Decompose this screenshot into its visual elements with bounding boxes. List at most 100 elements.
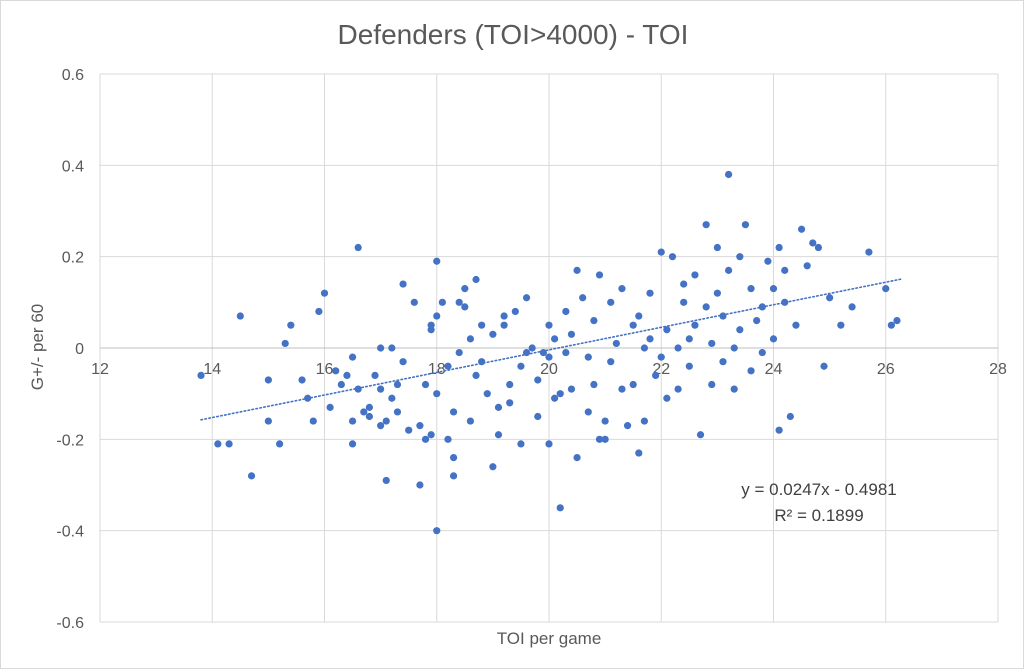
data-point [775, 426, 783, 434]
data-point [623, 422, 632, 430]
data-point [388, 394, 396, 402]
data-point [427, 326, 435, 334]
y-tick-label: -0.6 [56, 615, 84, 632]
data-point [781, 266, 789, 274]
x-tick-label: 18 [428, 361, 446, 378]
data-point [691, 321, 699, 329]
x-tick-label: 26 [877, 361, 895, 378]
data-point [517, 440, 525, 448]
data-point [657, 248, 665, 256]
data-point [691, 271, 699, 279]
y-tick-label: 0 [75, 341, 84, 358]
data-point [663, 394, 671, 402]
data-point [567, 385, 576, 393]
data-point [758, 348, 766, 357]
data-point [494, 431, 503, 439]
data-point [343, 371, 351, 379]
data-point [354, 243, 362, 252]
x-tick-label: 20 [540, 361, 558, 378]
data-point [680, 280, 688, 288]
x-tick-label: 12 [91, 361, 109, 378]
data-point [494, 403, 503, 411]
data-point [663, 326, 671, 334]
data-point [438, 298, 446, 306]
data-point [466, 417, 475, 425]
data-point [680, 298, 688, 306]
data-point [478, 321, 486, 329]
data-point [747, 367, 755, 375]
y-tick-label: 0.4 [62, 158, 84, 175]
data-point [225, 440, 233, 448]
data-point [449, 408, 458, 416]
y-axis-title: G+/- per 60 [28, 304, 47, 390]
data-point [281, 339, 289, 348]
data-point [584, 353, 592, 361]
data-point [399, 358, 407, 366]
data-point [545, 321, 553, 329]
data-point [758, 303, 766, 311]
data-point [792, 321, 800, 329]
data-point [618, 285, 626, 293]
data-point [500, 321, 508, 329]
data-point [865, 248, 873, 256]
data-point [685, 335, 693, 343]
data-point [433, 390, 441, 398]
data-point [433, 312, 441, 320]
data-point [416, 481, 424, 489]
data-point [309, 417, 317, 425]
data-point [741, 221, 750, 229]
data-point [348, 440, 357, 448]
data-point [556, 504, 564, 512]
tick-labels: 12 14 16 18 20 22 24 26 28-0.6-0.4-0.200.20.40.6 [56, 67, 1007, 632]
data-point [702, 303, 710, 311]
data-point [360, 408, 368, 416]
data-point [893, 317, 901, 325]
data-point [786, 412, 794, 421]
data-point [489, 330, 497, 338]
data-point [708, 380, 716, 389]
data-point [517, 362, 525, 370]
data-points [197, 170, 901, 535]
data-point [826, 294, 834, 302]
data-point [449, 472, 458, 480]
data-point [377, 385, 385, 393]
data-point [371, 371, 379, 379]
data-point [629, 321, 637, 329]
data-point [640, 417, 649, 425]
data-point [377, 422, 385, 430]
data-point [657, 353, 665, 361]
data-point [455, 348, 463, 357]
data-point [472, 371, 480, 379]
data-point [769, 285, 778, 293]
data-point [315, 307, 323, 316]
trendline-equation: y = 0.0247x - 0.4981 [741, 480, 896, 499]
data-point [595, 271, 604, 279]
data-point [393, 408, 402, 416]
data-point [500, 312, 508, 320]
data-point [719, 312, 727, 320]
gridlines [99, 73, 999, 623]
data-point [534, 412, 542, 421]
x-tick-label: 14 [203, 361, 221, 378]
data-point [427, 431, 435, 439]
data-point [433, 527, 441, 535]
data-point [472, 275, 480, 284]
data-point [674, 344, 682, 352]
data-point [781, 298, 789, 306]
data-point [769, 335, 778, 343]
data-point [809, 239, 817, 247]
data-point [607, 358, 615, 366]
data-point [489, 463, 497, 471]
data-point [803, 262, 811, 270]
data-point [444, 435, 452, 443]
data-point [601, 435, 609, 443]
data-point [713, 289, 721, 297]
data-point [354, 385, 362, 393]
data-point [601, 417, 609, 425]
data-point [708, 339, 716, 348]
data-point [433, 257, 441, 265]
data-point [444, 362, 452, 370]
data-point [393, 380, 402, 389]
data-point [365, 412, 373, 421]
data-point [455, 298, 463, 306]
